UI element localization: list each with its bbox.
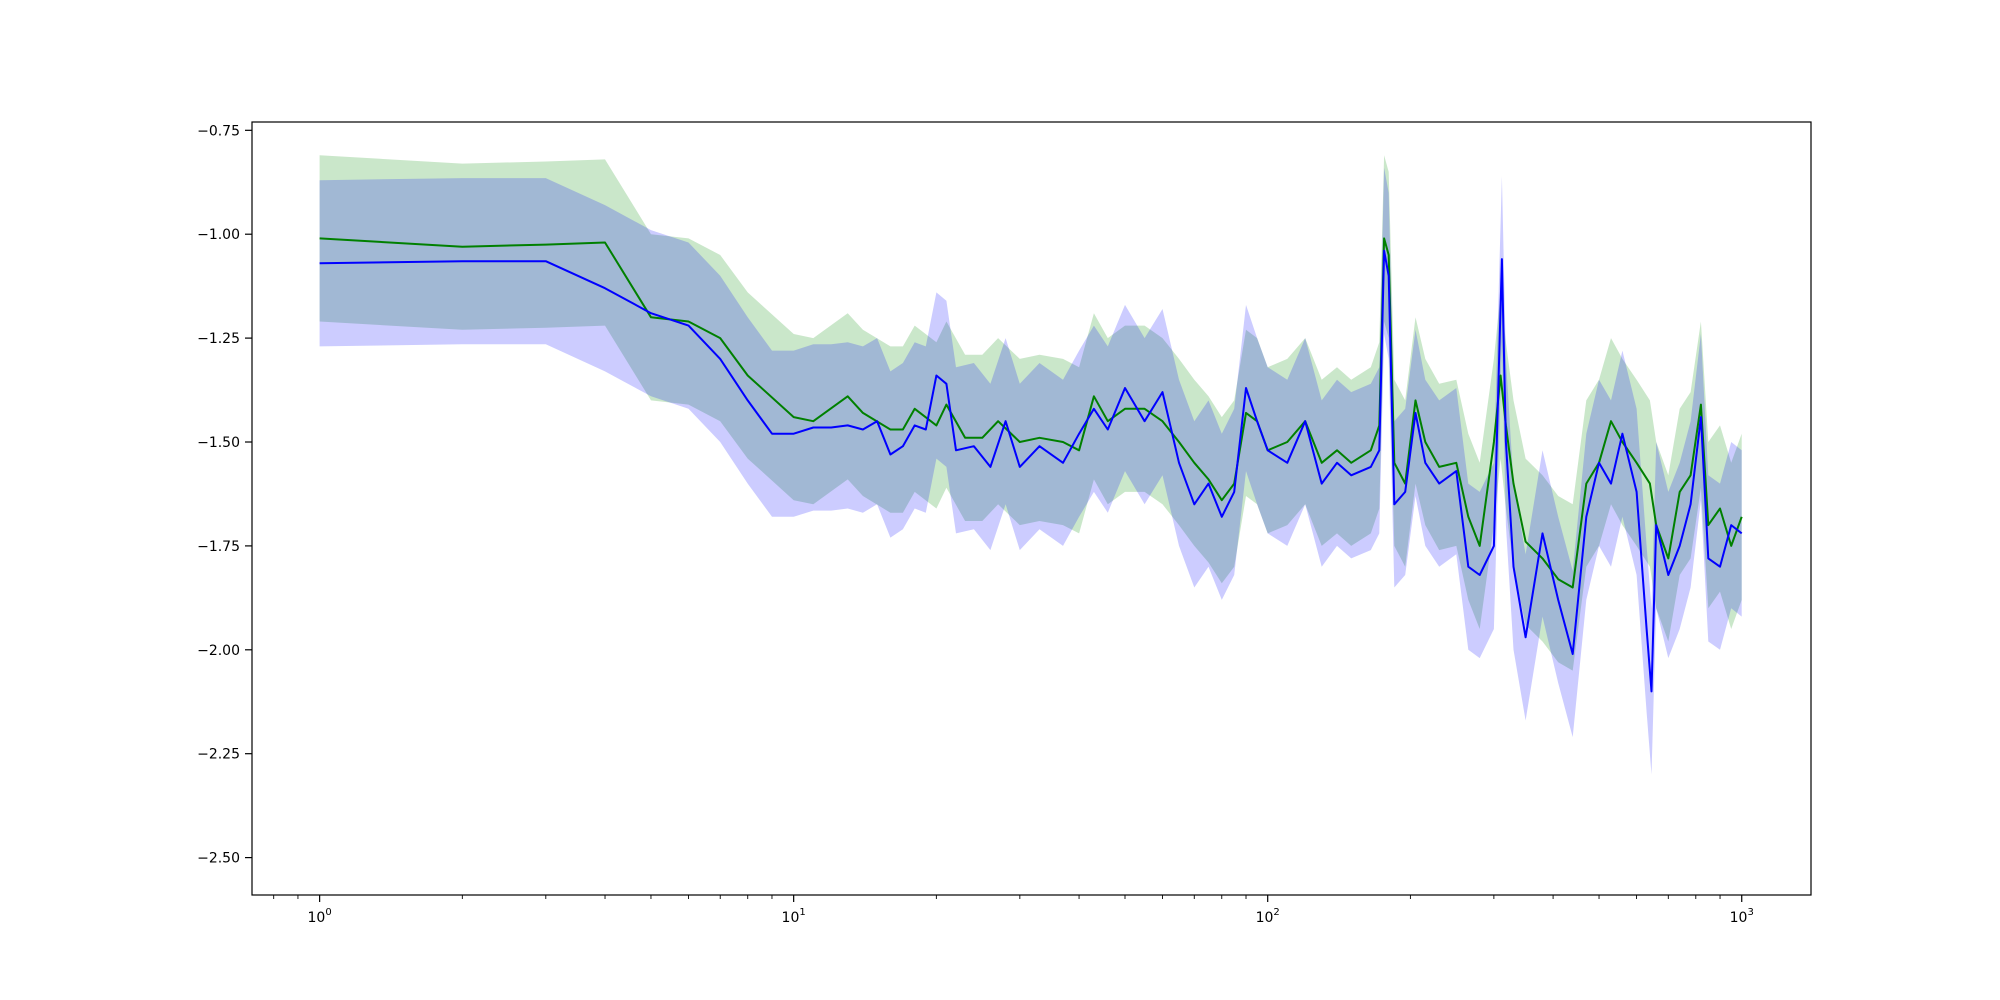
series-lines bbox=[319, 237, 1743, 693]
y-tick-label: −0.75 bbox=[197, 123, 240, 139]
y-tick-label: −1.50 bbox=[197, 435, 240, 451]
y-tick-label: −2.50 bbox=[197, 851, 240, 867]
y-tick-label: −1.75 bbox=[197, 539, 240, 555]
y-axis: −0.75 −1.00 −1.25 −1.50 −1.75 −2.00 −2.25 −2.50 bbox=[197, 123, 252, 867]
y-tick-label: −2.00 bbox=[197, 643, 240, 659]
x-tick-label: 101 bbox=[782, 907, 806, 926]
y-tick-label: −1.00 bbox=[197, 227, 240, 243]
plot-frame bbox=[251, 121, 1812, 896]
x-tick-label: 103 bbox=[1730, 907, 1754, 926]
x-tick-label: 102 bbox=[1256, 907, 1280, 926]
y-tick-label: −1.25 bbox=[197, 331, 240, 347]
series-1-band bbox=[319, 155, 1742, 671]
confidence-bands bbox=[319, 155, 1742, 775]
x-tick-label: 100 bbox=[308, 907, 332, 926]
x-axis: 100 101 102 103 bbox=[273, 895, 1754, 926]
y-tick-label: −2.25 bbox=[197, 747, 240, 763]
series-2-line bbox=[319, 249, 1743, 693]
